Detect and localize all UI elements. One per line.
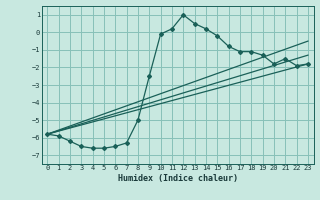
X-axis label: Humidex (Indice chaleur): Humidex (Indice chaleur) [118, 174, 237, 183]
